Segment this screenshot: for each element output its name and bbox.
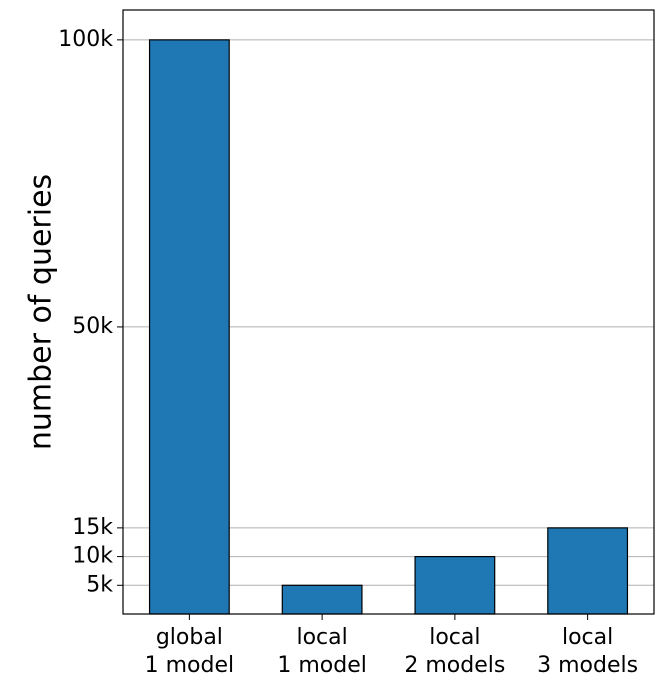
y-axis-label: number of queries (24, 174, 59, 450)
bar (547, 527, 629, 615)
plot-frame (122, 9, 655, 615)
bar (414, 555, 496, 615)
y-tick-label: 5k (86, 572, 113, 597)
y-tick-label: 100k (58, 27, 113, 52)
y-tick-label: 50k (72, 314, 113, 339)
x-tick-label: global 1 model (145, 625, 235, 678)
x-tick-label: local 2 models (404, 625, 505, 678)
x-tick-label: local 3 models (537, 625, 638, 678)
x-tick-label: local 1 model (277, 625, 367, 678)
bar (148, 39, 230, 615)
y-tick-label: 15k (72, 515, 113, 540)
y-tick-label: 10k (72, 544, 113, 569)
bar (281, 584, 363, 615)
